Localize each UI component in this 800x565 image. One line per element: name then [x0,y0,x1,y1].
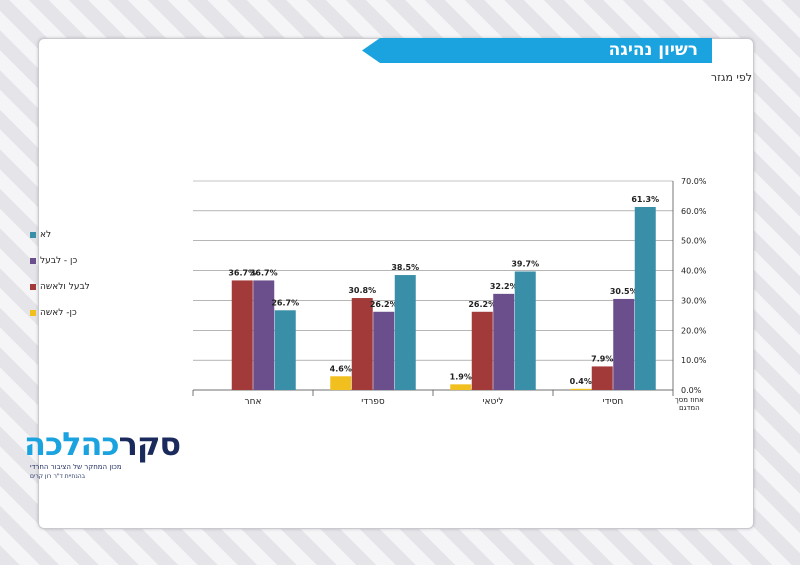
bar [493,293,515,390]
logo-text-dark: סקר [118,425,182,463]
data-label: 4.6% [330,364,352,373]
x-category-label: חסידי [603,397,624,407]
data-label: 0.4% [570,377,592,386]
x-category-label: ספרדי [361,397,385,407]
logo-credit: בהנחיית ד"ר רון קרים [30,473,86,480]
bar [634,206,656,390]
bar [231,280,253,390]
y-tick-label: 60.0% [681,207,707,216]
axis-note-line1: אחוז מסך [675,396,704,404]
bar [330,376,352,390]
legend-item: לא [30,226,90,244]
y-tick-label: 10.0% [681,356,707,365]
legend-label: לא [40,230,52,240]
data-label: 7.9% [591,354,613,363]
data-label: 1.9% [450,372,472,381]
chart-legend: לא כן - לבעל לבעל ולאשה כן- לאשה [30,226,90,330]
data-label: 30.5% [610,287,638,296]
bar [450,384,472,390]
data-label: 26.2% [468,300,496,309]
legend-swatch [30,310,36,316]
y-tick-label: 20.0% [681,326,707,335]
legend-label: כן - לבעל [40,256,78,266]
y-tick-label: 50.0% [681,237,707,246]
data-label: 36.7% [228,268,256,277]
logo-wordmark: סקרכהלכה [24,425,182,463]
bar [613,298,635,390]
y-tick-label: 40.0% [681,267,707,276]
legend-label: לבעל ולאשה [40,282,90,292]
logo-text-accent: כהלכה [24,425,120,463]
data-label: 39.7% [511,259,539,268]
y-tick-label: 0.0% [681,386,702,395]
logo-tagline: מכון המחקר של הציבור החרדי [30,463,122,471]
banner-arrow-shape [362,38,712,63]
bar [570,388,592,390]
page-subtitle: לפי מגזר [710,71,752,84]
x-category-label: אחר [245,397,262,407]
legend-item: כן- לאשה [30,304,90,322]
y-tick-label: 70.0% [681,177,707,186]
title-banner: רשיון נהיגה [362,38,712,63]
legend-label: כן- לאשה [40,308,77,318]
bar [373,311,395,390]
bar [591,366,613,390]
legend-item: כן - לבעל [30,252,90,270]
page-title: רשיון נהיגה [608,40,698,60]
bar [274,310,296,390]
bar [514,271,536,390]
legend-item: לבעל ולאשה [30,278,90,296]
data-label: 61.3% [631,195,659,204]
data-label: 26.7% [271,298,299,307]
bar [471,311,493,390]
legend-swatch [30,232,36,238]
axis-note-line2: המדגם [679,404,700,412]
bar [253,280,275,390]
legend-swatch [30,258,36,264]
data-label: 36.7% [250,268,278,277]
data-label: 38.5% [391,263,419,272]
data-label: 26.2% [370,300,398,309]
bar [394,275,416,390]
y-tick-label: 30.0% [681,296,707,305]
legend-swatch [30,284,36,290]
bar [351,298,373,390]
logo: סקרכהלכה מכון המחקר של הציבור החרדי בהנח… [24,425,184,480]
data-label: 30.8% [348,286,376,295]
data-label: 32.2% [490,282,518,291]
x-category-label: ליטאי [483,397,504,407]
